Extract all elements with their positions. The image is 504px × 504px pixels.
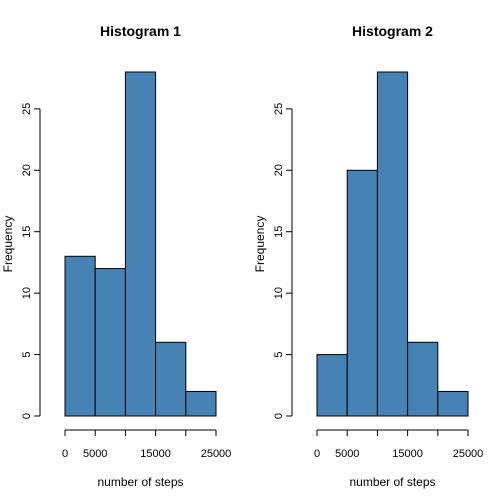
histogram-1-panel: Histogram 1 number of steps Frequency 0 5…	[1, 23, 231, 489]
histogram-2-panel: Histogram 2 number of steps Frequency 0 5…	[253, 23, 483, 489]
x-axis: 0 5000 15000 25000	[62, 429, 232, 460]
histogram-bar	[94, 268, 126, 417]
y-tick-label: 0	[273, 413, 285, 419]
histogram-bar	[155, 341, 187, 417]
y-tick-label: 5	[21, 352, 33, 358]
y-axis-label: Frequency	[1, 216, 15, 273]
histogram-bar	[316, 354, 348, 417]
x-tick-label: 5000	[83, 448, 107, 460]
histogram-bar	[185, 390, 217, 417]
y-tick-label: 10	[273, 287, 285, 299]
y-tick-label: 0	[21, 413, 33, 419]
bars	[316, 71, 469, 417]
bars	[64, 71, 217, 417]
chart-title: Histogram 1	[100, 23, 181, 39]
y-tick-label: 10	[21, 287, 33, 299]
x-tick-label: 5000	[335, 448, 359, 460]
y-tick-label: 5	[273, 352, 285, 358]
x-tick-label: 15000	[140, 448, 171, 460]
y-axis-label: Frequency	[253, 216, 267, 273]
x-tick-label: 0	[62, 448, 68, 460]
histogram-bar	[64, 255, 96, 417]
y-tick-label: 20	[21, 164, 33, 176]
y-tick-label: 15	[273, 226, 285, 238]
x-axis-label: number of steps	[97, 475, 183, 489]
x-axis-label: number of steps	[349, 475, 435, 489]
chart-title: Histogram 2	[352, 23, 433, 39]
x-tick-label: 15000	[392, 448, 423, 460]
histogram-bar	[437, 390, 469, 417]
histogram-bar	[346, 169, 378, 417]
x-tick-label: 25000	[201, 448, 232, 460]
x-tick-label: 0	[314, 448, 320, 460]
histogram-bar	[407, 341, 439, 417]
histogram-bar	[124, 71, 157, 417]
y-axis: 0 5 10 15 20 25	[273, 103, 293, 419]
y-tick-label: 15	[21, 226, 33, 238]
y-tick-label: 25	[273, 103, 285, 115]
x-axis: 0 5000 15000 25000	[314, 429, 484, 460]
y-tick-label: 20	[273, 164, 285, 176]
x-tick-label: 25000	[453, 448, 484, 460]
y-tick-label: 25	[21, 103, 33, 115]
histogram-bar	[376, 71, 409, 417]
y-axis: 0 5 10 15 20 25	[21, 103, 41, 419]
